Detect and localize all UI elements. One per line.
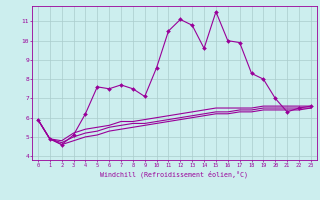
X-axis label: Windchill (Refroidissement éolien,°C): Windchill (Refroidissement éolien,°C) [100, 171, 248, 178]
